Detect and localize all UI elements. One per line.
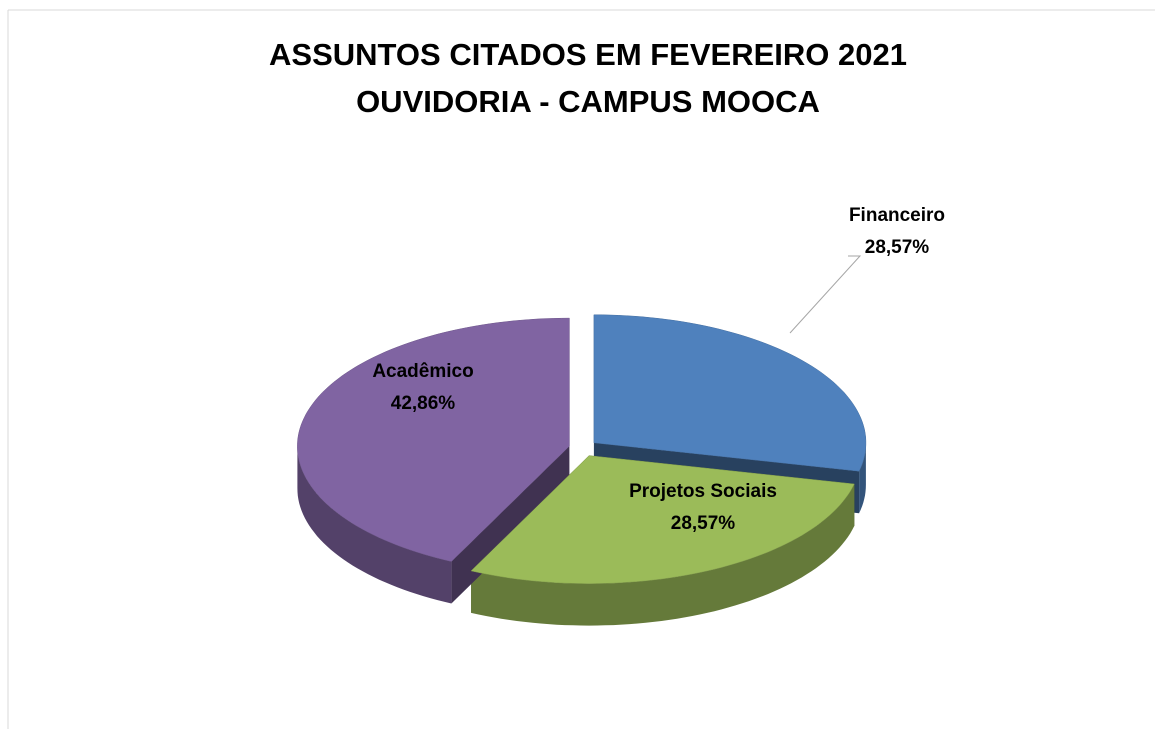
chart-subtitle: OUVIDORIA - CAMPUS MOOCA — [356, 84, 820, 119]
slice-label: Financeiro — [849, 205, 945, 226]
slice — [470, 455, 855, 584]
slice-value-label: 28,57% — [865, 237, 930, 258]
slice-value-label: 28,57% — [671, 513, 736, 534]
slice — [593, 314, 867, 472]
leader-line — [789, 255, 862, 334]
slice-side — [471, 484, 855, 626]
slice — [297, 317, 570, 562]
slice-value-label: 42,86% — [391, 393, 456, 414]
slice-label: Acadêmico — [372, 361, 473, 382]
slice-side — [297, 446, 452, 604]
chart-title: ASSUNTOS CITADOS EM FEVEREIRO 2021 — [269, 37, 907, 72]
slice-side — [859, 442, 866, 514]
slice-label: Projetos Sociais — [629, 481, 777, 502]
